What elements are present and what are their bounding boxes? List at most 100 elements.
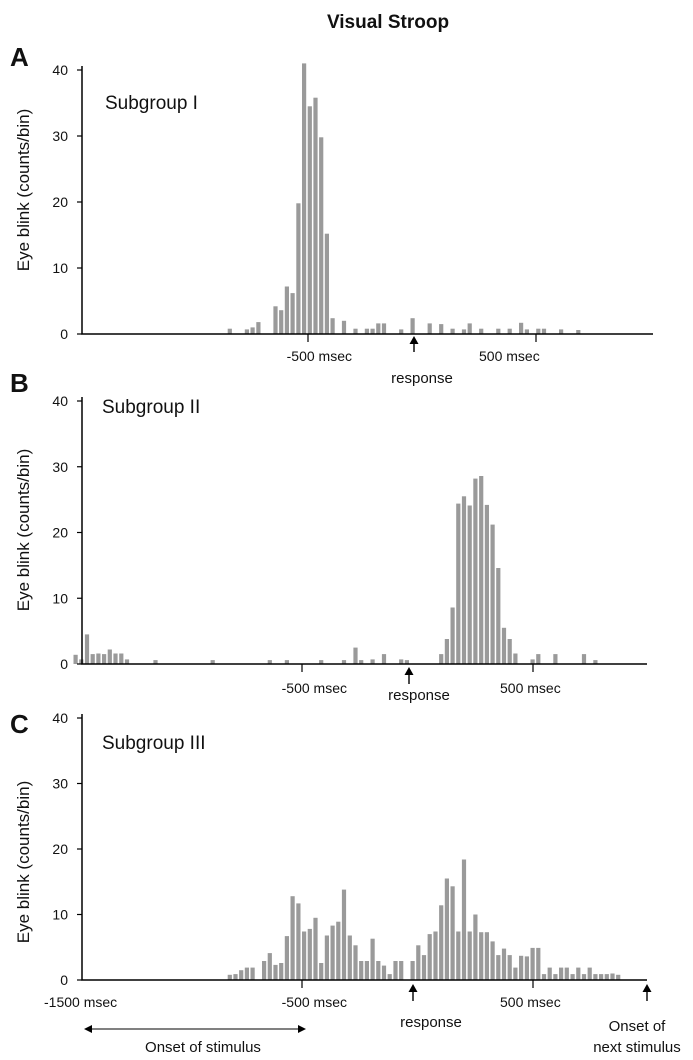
y-tick-label-b: 0 <box>60 656 68 672</box>
bar-b <box>581 654 587 664</box>
bar-c <box>376 961 381 980</box>
bar-c <box>456 931 461 980</box>
bar-b <box>96 653 101 664</box>
y-axis-label-a: Eye blink (counts/bin) <box>14 109 33 272</box>
bar-b <box>404 660 409 664</box>
onset-of-next-label-1: Onset of <box>609 1018 667 1035</box>
figure-title: Visual Stroop <box>327 12 449 33</box>
bar-a <box>307 106 312 334</box>
bar-c <box>444 878 449 980</box>
bar-c <box>399 961 404 980</box>
axes-b <box>81 397 647 665</box>
bar-a <box>576 330 581 334</box>
bar-c <box>227 974 232 980</box>
bar-a <box>250 327 255 334</box>
bar-b <box>513 653 518 664</box>
bar-c <box>370 938 375 980</box>
bar-a <box>461 329 467 334</box>
bar-a <box>341 320 347 334</box>
bar-b <box>444 639 449 664</box>
bar-a <box>290 293 295 334</box>
bar-a <box>524 329 529 334</box>
response-label-a: response <box>391 370 453 387</box>
y-tick-label-c: 0 <box>60 972 68 988</box>
bar-b <box>484 504 489 664</box>
bar-a <box>536 328 541 334</box>
panel-letter-c: C <box>10 709 29 739</box>
bar-c <box>341 889 347 980</box>
bar-b <box>501 627 507 664</box>
bar-c <box>450 886 455 980</box>
y-axis-label-c: Eye blink (counts/bin) <box>14 781 33 944</box>
bar-c <box>324 935 329 980</box>
bar-b <box>210 660 215 664</box>
bar-c <box>353 945 358 980</box>
y-tick-label-a: 10 <box>52 260 68 276</box>
bar-c <box>427 934 432 980</box>
bar-c <box>599 974 604 980</box>
y-tick-label-b: 20 <box>52 525 68 541</box>
response-arrow-b <box>404 667 414 684</box>
bar-c <box>347 935 352 980</box>
y-tick-label-a: 30 <box>52 128 68 144</box>
bar-a <box>302 63 307 335</box>
bar-a <box>227 328 232 334</box>
bar-c <box>507 955 512 980</box>
bar-b <box>439 654 444 664</box>
bar-b <box>267 660 272 664</box>
bar-c <box>564 967 569 980</box>
bar-c <box>290 896 295 980</box>
panel-b: B Subgroup II Eye blink (counts/bin) -50… <box>10 368 647 704</box>
bar-b <box>319 660 324 664</box>
panel-c: C Subgroup III Eye blink (counts/bin) -1… <box>10 709 681 1056</box>
bar-b <box>341 660 347 664</box>
bar-a <box>519 322 524 334</box>
bar-a <box>284 286 289 334</box>
bar-a <box>507 328 512 334</box>
bar-c <box>610 973 615 980</box>
bar-c <box>501 948 507 980</box>
x-tick-minus1500-c: -1500 msec <box>44 994 117 1010</box>
bar-c <box>381 965 387 980</box>
bar-c <box>496 955 501 980</box>
bar-c <box>593 974 598 980</box>
bar-a <box>496 328 501 334</box>
bar-a <box>450 328 455 334</box>
bar-b <box>113 653 118 664</box>
bar-c <box>604 974 609 980</box>
response-label-c: response <box>400 1014 462 1031</box>
bar-a <box>279 310 284 334</box>
bar-b <box>530 659 535 664</box>
y-tick-label-b: 30 <box>52 459 68 475</box>
bar-a <box>439 324 444 334</box>
bar-c <box>490 941 495 980</box>
response-arrow-c <box>408 984 418 1001</box>
subgroup-label-c: Subgroup III <box>102 733 206 754</box>
x-tick-500-a: 500 msec <box>479 348 540 364</box>
bar-b <box>73 654 78 664</box>
bar-c <box>279 963 284 980</box>
bar-b <box>461 496 467 664</box>
bar-a <box>479 328 484 334</box>
bar-b <box>593 660 598 664</box>
subgroup-label-a: Subgroup I <box>105 93 198 114</box>
bar-c <box>302 931 307 980</box>
y-tick-label-a: 20 <box>52 194 68 210</box>
bar-a <box>353 328 358 334</box>
bar-b <box>381 654 387 664</box>
x-tick-minus500-c: -500 msec <box>282 994 347 1010</box>
response-label-b: response <box>388 687 450 704</box>
bar-a <box>244 329 249 334</box>
bar-c <box>553 974 558 980</box>
bar-c <box>364 961 369 980</box>
bar-b <box>507 639 512 664</box>
bar-a <box>410 318 415 334</box>
response-arrow-a <box>409 336 419 352</box>
bar-c <box>296 903 301 980</box>
bar-b <box>490 524 495 664</box>
bar-b <box>124 659 130 664</box>
bar-c <box>284 936 289 980</box>
bar-a <box>296 203 301 334</box>
bar-c <box>570 974 575 980</box>
